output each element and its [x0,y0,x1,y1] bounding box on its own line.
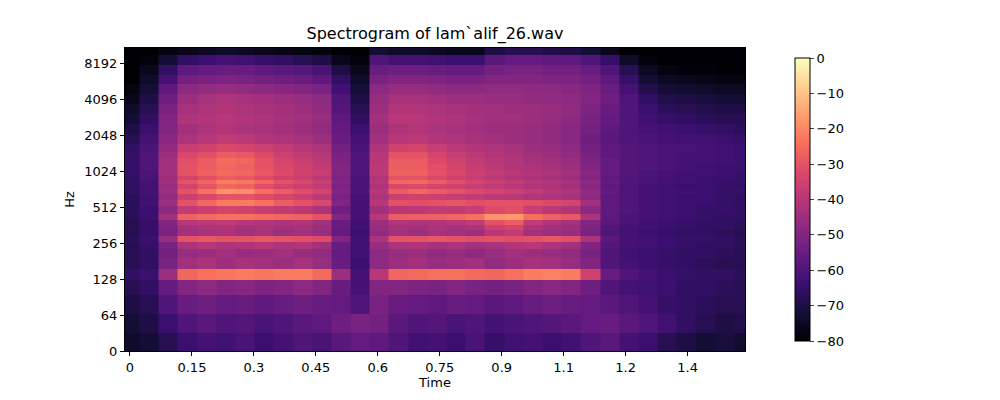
svg-text:−80: −80 [817,334,844,349]
svg-text:1.1: 1.1 [553,360,574,375]
svg-text:0.9: 0.9 [491,360,512,375]
svg-text:8192: 8192 [84,56,117,71]
svg-text:0: 0 [126,360,134,375]
svg-text:2048: 2048 [84,128,117,143]
svg-text:−20: −20 [817,121,844,136]
svg-text:512: 512 [93,200,118,215]
svg-text:4096: 4096 [84,92,117,107]
svg-text:1.2: 1.2 [615,360,636,375]
svg-text:0: 0 [109,344,117,359]
svg-text:Hz: Hz [62,191,77,208]
svg-text:0.15: 0.15 [177,360,206,375]
svg-text:1024: 1024 [84,164,117,179]
svg-text:0: 0 [817,51,825,66]
svg-text:1.4: 1.4 [677,360,698,375]
svg-text:−70: −70 [817,298,844,313]
svg-text:0.3: 0.3 [244,360,265,375]
svg-text:64: 64 [101,308,118,323]
svg-text:Time: Time [418,375,451,390]
svg-text:−10: −10 [817,86,844,101]
svg-text:256: 256 [93,236,118,251]
svg-text:Spectrogram of lam`alif_26.wav: Spectrogram of lam`alif_26.wav [307,24,564,44]
svg-text:0.6: 0.6 [367,360,388,375]
svg-text:−50: −50 [817,227,844,242]
svg-text:128: 128 [93,272,118,287]
svg-text:0.45: 0.45 [301,360,330,375]
svg-text:0.75: 0.75 [425,360,454,375]
svg-text:−30: −30 [817,157,844,172]
svg-text:−40: −40 [817,192,844,207]
svg-text:−60: −60 [817,263,844,278]
